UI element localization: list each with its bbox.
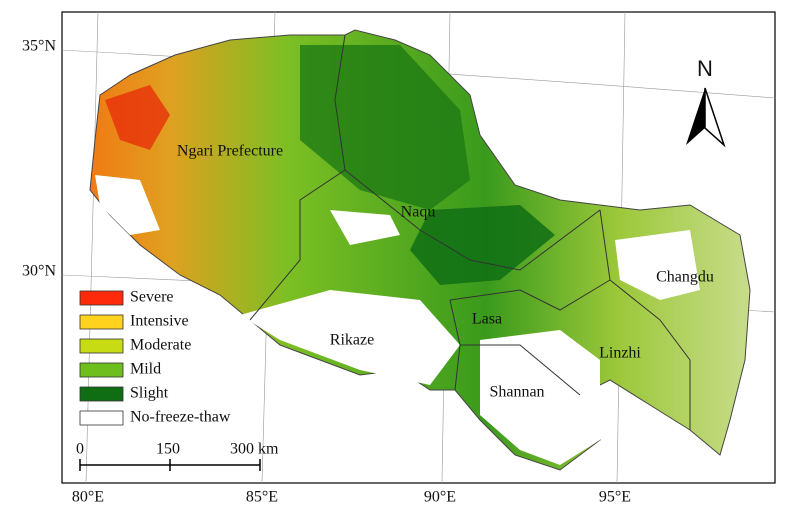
latitude-label: 30°N (22, 263, 56, 280)
region-label: Changdu (656, 269, 714, 286)
legend-label: Mild (130, 361, 161, 378)
scale-label: 150 (156, 441, 180, 458)
legend-swatch (79, 290, 124, 306)
legend-label: Intensive (130, 313, 189, 330)
legend-swatch (79, 410, 124, 426)
longitude-label: 85°E (246, 489, 278, 506)
legend-swatch (79, 386, 124, 402)
legend-swatch (79, 338, 124, 354)
legend-label: Moderate (130, 337, 191, 354)
region-label: Shannan (489, 384, 544, 401)
region-label: Naqu (401, 204, 436, 221)
longitude-label: 90°E (424, 489, 456, 506)
legend-label: No-freeze-thaw (130, 409, 231, 426)
north-label: N (697, 56, 713, 81)
legend-label: Severe (130, 289, 174, 306)
longitude-label: 80°E (72, 489, 104, 506)
longitude-label: 95°E (599, 489, 631, 506)
legend-label: Slight (130, 385, 169, 402)
region-label: Rikaze (330, 332, 374, 349)
terrain-patches (95, 45, 700, 465)
scale-label: 0 (76, 441, 84, 458)
legend-swatch (79, 362, 124, 378)
scale-label: 300 km (230, 441, 279, 458)
region-label: Linzhi (599, 345, 641, 362)
scale-bar (79, 459, 261, 471)
region-label: Lasa (472, 311, 502, 328)
latitude-label: 35°N (22, 38, 56, 55)
legend-swatch (79, 314, 124, 330)
region-boundaries (249, 34, 691, 430)
north-arrow (686, 87, 726, 148)
region-label: Ngari Prefecture (177, 143, 283, 160)
